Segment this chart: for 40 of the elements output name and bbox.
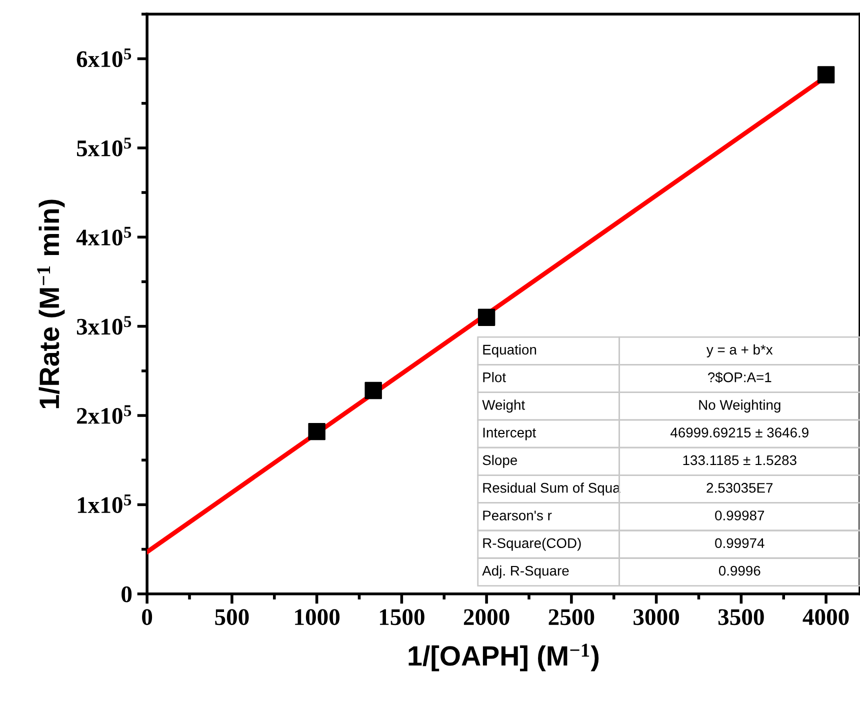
x-axis-title: 1/[OAPH] (M$^{−1}$) xyxy=(408,644,599,672)
annotation: y = a + b*x xyxy=(706,344,773,358)
point xyxy=(364,382,382,400)
y-tick-label: 4x10$^{5}$ xyxy=(76,226,132,246)
annotation: ?$OP:A=1 xyxy=(708,372,772,384)
y-tick-label: 6x10$^{5}$ xyxy=(76,48,132,68)
annotation: Slope xyxy=(482,454,518,468)
annotation: Adj. R-Square xyxy=(482,565,569,578)
x-tick-label: 2500 xyxy=(548,609,594,626)
x-tick-label: 1000 xyxy=(295,609,340,626)
point xyxy=(478,308,496,326)
annotation: Residual Sum of Squa xyxy=(483,482,620,496)
annotation: Pearson's r xyxy=(483,510,552,520)
annotation: Intercept xyxy=(483,428,536,440)
point xyxy=(817,66,835,84)
y-tick-label: 0 xyxy=(122,586,132,602)
annotation: 0.99987 xyxy=(715,510,764,520)
x-tick-label: 4000 xyxy=(802,609,849,626)
point xyxy=(308,422,326,440)
y-tick-label: 2x10$^{5}$ xyxy=(77,405,132,424)
annotation: Weight xyxy=(482,400,525,413)
annotation: 46999.69215 ± 3646.9 xyxy=(670,428,808,438)
x-tick-label: 1500 xyxy=(380,609,424,626)
annotation: R-Square(COD) xyxy=(483,538,581,551)
x-tick-label: 3000 xyxy=(634,609,680,626)
annotation: 0.9996 xyxy=(718,566,760,576)
annotation: 133.1185 ± 1.5283 xyxy=(683,455,796,466)
x-tick-label: 500 xyxy=(215,609,249,626)
x-tick-label: 0 xyxy=(142,609,152,626)
y-tick-label: 3x10$^{5}$ xyxy=(76,316,132,335)
x-tick-label: 3500 xyxy=(718,609,764,626)
annotation: 2.53035E7 xyxy=(706,482,773,493)
annotation: No Weighting xyxy=(699,400,780,413)
annotation: 0.99974 xyxy=(715,538,764,548)
x-tick-label: 2000 xyxy=(464,609,510,626)
annotation: Plot xyxy=(483,372,506,382)
annotation: Equation xyxy=(483,344,536,358)
y-axis-title: 1/Rate (M$^{−1}$ min) xyxy=(37,200,65,408)
y-tick-label: 5x10$^{5}$ xyxy=(76,138,132,156)
y-tick-label: 1x10$^{5}$ xyxy=(78,494,132,514)
